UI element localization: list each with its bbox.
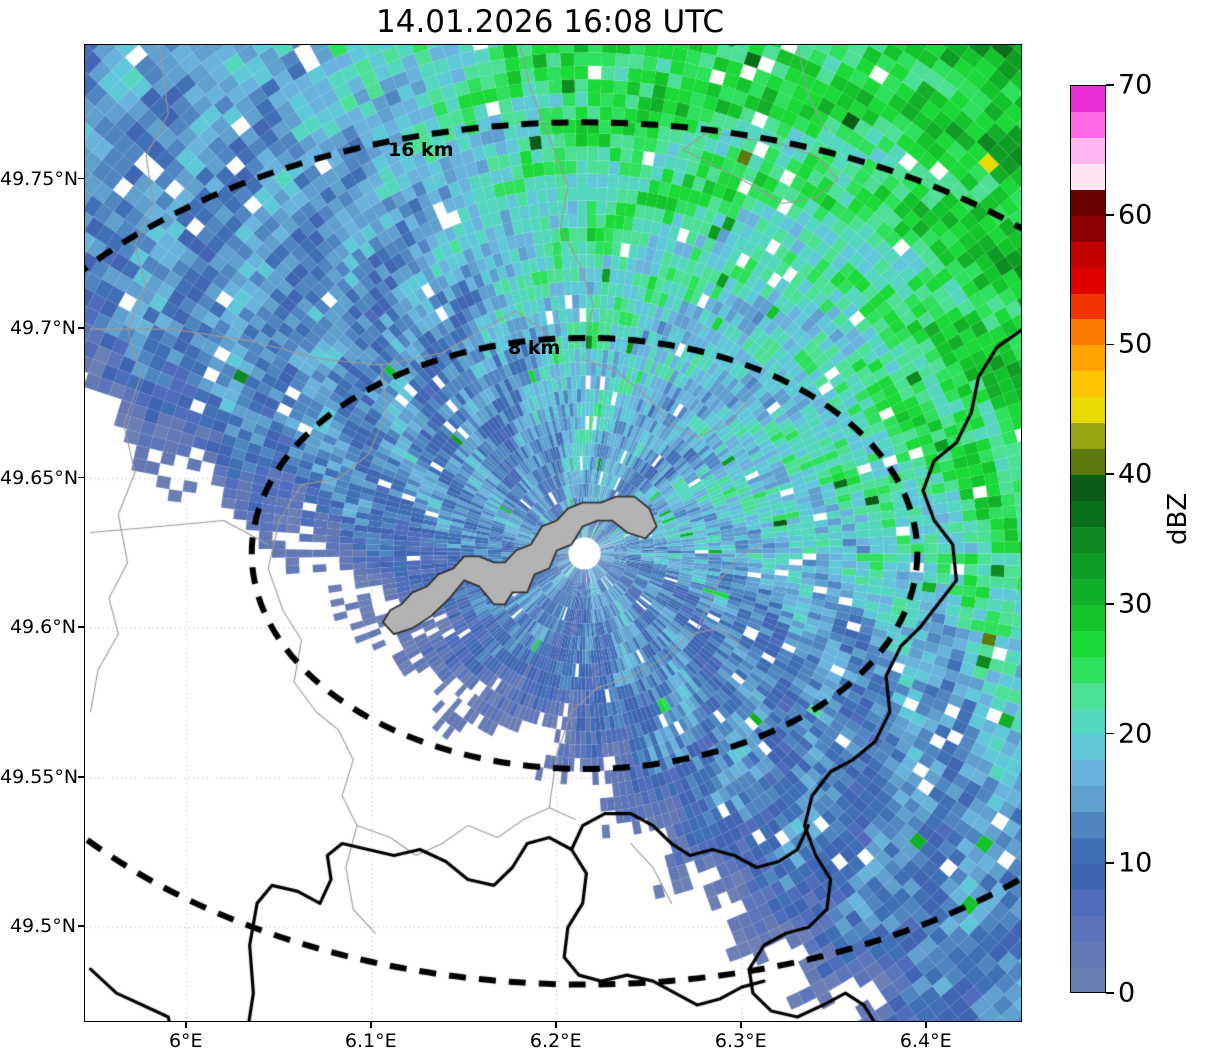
range-ring-label-8km: 8 km <box>508 337 561 359</box>
x-tick-label-1: 6.1°E <box>344 1030 397 1052</box>
radar-map-plot[interactable]: 16 km 8 km <box>84 44 1022 1022</box>
colorbar-band-27 <box>1071 267 1105 294</box>
colorbar-band-21 <box>1071 423 1105 450</box>
y-tick-label-0: 49.75°N <box>0 167 79 190</box>
colorbar-band-32 <box>1071 137 1105 164</box>
colorbar-tick-label-10: 10 <box>1118 847 1153 879</box>
y-tick-mark-4 <box>78 775 84 778</box>
colorbar-band-24 <box>1071 345 1105 372</box>
colorbar-band-34 <box>1071 86 1105 112</box>
y-tick-label-1: 49.7°N <box>9 317 76 340</box>
y-tick-label-5: 49.5°N <box>9 915 76 938</box>
colorbar-tick-mark-50 <box>1106 343 1114 346</box>
colorbar-band-8 <box>1071 760 1105 787</box>
colorbar-tick-mark-20 <box>1106 732 1114 735</box>
colorbar-tick-mark-30 <box>1106 603 1114 605</box>
y-tick-mark-5 <box>78 925 84 928</box>
x-tick-label-4: 6.4°E <box>899 1030 952 1052</box>
colorbar-tick-label-70: 70 <box>1118 69 1153 101</box>
range-ring-label-16km: 16 km <box>388 139 454 161</box>
y-tick-mark-2 <box>78 476 84 479</box>
colorbar-band-30 <box>1071 189 1105 216</box>
y-tick-mark-0 <box>78 177 84 180</box>
colorbar-tick-mark-70 <box>1106 84 1114 86</box>
colorbar-tick-label-50: 50 <box>1118 328 1153 360</box>
colorbar-axis-label: dBZ <box>1163 492 1193 545</box>
colorbar-tick-mark-10 <box>1106 862 1114 865</box>
x-tick-mark-2 <box>554 1022 557 1028</box>
x-tick-label-2: 6.2°E <box>529 1030 582 1052</box>
colorbar-band-9 <box>1071 734 1105 761</box>
colorbar-band-16 <box>1071 552 1105 579</box>
colorbar-band-29 <box>1071 215 1105 242</box>
colorbar-band-26 <box>1071 293 1105 320</box>
colorbar-band-31 <box>1071 163 1105 190</box>
x-tick-mark-1 <box>369 1022 372 1028</box>
y-tick-mark-3 <box>78 626 84 628</box>
x-tick-label-3: 6.3°E <box>714 1030 767 1052</box>
y-tick-label-4: 49.55°N <box>0 765 79 788</box>
page-title: 14.01.2026 16:08 UTC <box>376 4 724 40</box>
colorbar-band-6 <box>1071 812 1105 839</box>
colorbar-band-14 <box>1071 604 1105 631</box>
colorbar-band-23 <box>1071 371 1105 398</box>
colorbar-tick-mark-40 <box>1106 473 1114 475</box>
colorbar-band-10 <box>1071 708 1105 735</box>
colorbar-tick-mark-60 <box>1106 213 1114 216</box>
colorbar-band-33 <box>1071 111 1105 138</box>
colorbar-band-19 <box>1071 475 1105 501</box>
colorbar-band-11 <box>1071 682 1105 709</box>
radar-reflectivity-canvas[interactable] <box>85 45 1021 1021</box>
colorbar-band-15 <box>1071 578 1105 605</box>
x-tick-mark-0 <box>184 1022 187 1028</box>
colorbar-tick-label-60: 60 <box>1118 199 1153 231</box>
colorbar-band-25 <box>1071 319 1105 346</box>
y-tick-label-2: 49.65°N <box>0 466 79 489</box>
colorbar-band-20 <box>1071 449 1105 476</box>
colorbar-band-13 <box>1071 630 1105 657</box>
x-tick-mark-3 <box>739 1022 742 1028</box>
colorbar-band-22 <box>1071 397 1105 424</box>
colorbar-tick-mark-0 <box>1106 992 1114 994</box>
colorbar-tick-label-20: 20 <box>1118 718 1153 750</box>
colorbar-band-1 <box>1071 941 1105 968</box>
colorbar-band-7 <box>1071 786 1105 813</box>
colorbar-band-4 <box>1071 864 1105 891</box>
colorbar-band-17 <box>1071 526 1105 553</box>
x-tick-mark-4 <box>924 1022 927 1028</box>
colorbar-band-18 <box>1071 501 1105 527</box>
y-tick-label-3: 49.6°N <box>9 616 76 639</box>
colorbar-band-2 <box>1071 916 1105 942</box>
x-tick-label-0: 6°E <box>168 1030 203 1052</box>
colorbar-tick-label-30: 30 <box>1118 588 1153 620</box>
y-tick-mark-1 <box>78 327 84 329</box>
colorbar-band-28 <box>1071 241 1105 268</box>
colorbar-band-3 <box>1071 890 1105 916</box>
colorbar-band-0 <box>1071 967 1105 992</box>
colorbar-tick-label-40: 40 <box>1118 458 1153 490</box>
colorbar-dbz[interactable] <box>1070 85 1106 993</box>
colorbar-band-12 <box>1071 656 1105 683</box>
colorbar-band-5 <box>1071 838 1105 865</box>
colorbar-tick-label-0: 0 <box>1118 977 1136 1009</box>
